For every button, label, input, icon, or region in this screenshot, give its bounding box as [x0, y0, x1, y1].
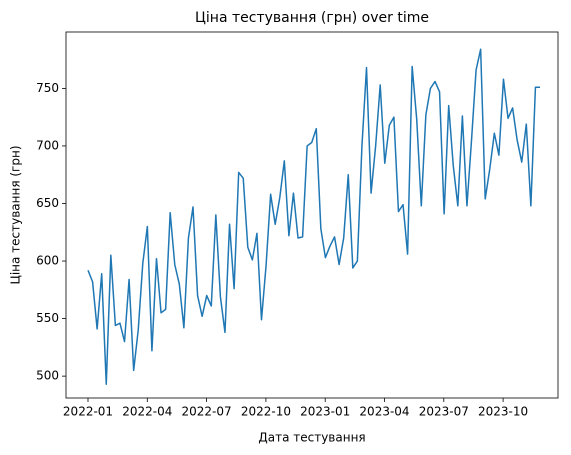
line-series [87, 48, 540, 385]
y-tick-label: 650 [36, 196, 59, 210]
x-tick-label: 2022-04 [122, 405, 172, 419]
y-tick-label: 550 [36, 311, 59, 325]
y-tick-label: 500 [36, 369, 59, 383]
y-tick-label: 750 [36, 81, 59, 95]
x-tick-label: 2023-01 [300, 405, 350, 419]
y-tick-label: 600 [36, 254, 59, 268]
x-tick-label: 2023-10 [478, 405, 528, 419]
x-tick-label: 2023-07 [419, 405, 469, 419]
plot-frame [65, 31, 559, 399]
y-tick-label: 700 [36, 138, 59, 152]
x-axis-label: Дата тестування [258, 431, 365, 445]
x-tick-label: 2022-01 [63, 405, 113, 419]
chart-title: Ціна тестування (грн) over time [195, 10, 429, 26]
x-tick-label: 2022-07 [182, 405, 232, 419]
y-axis-label: Ціна тестування (грн) [9, 145, 23, 284]
x-tick-label: 2022-10 [241, 405, 291, 419]
x-tick-label: 2023-04 [359, 405, 409, 419]
